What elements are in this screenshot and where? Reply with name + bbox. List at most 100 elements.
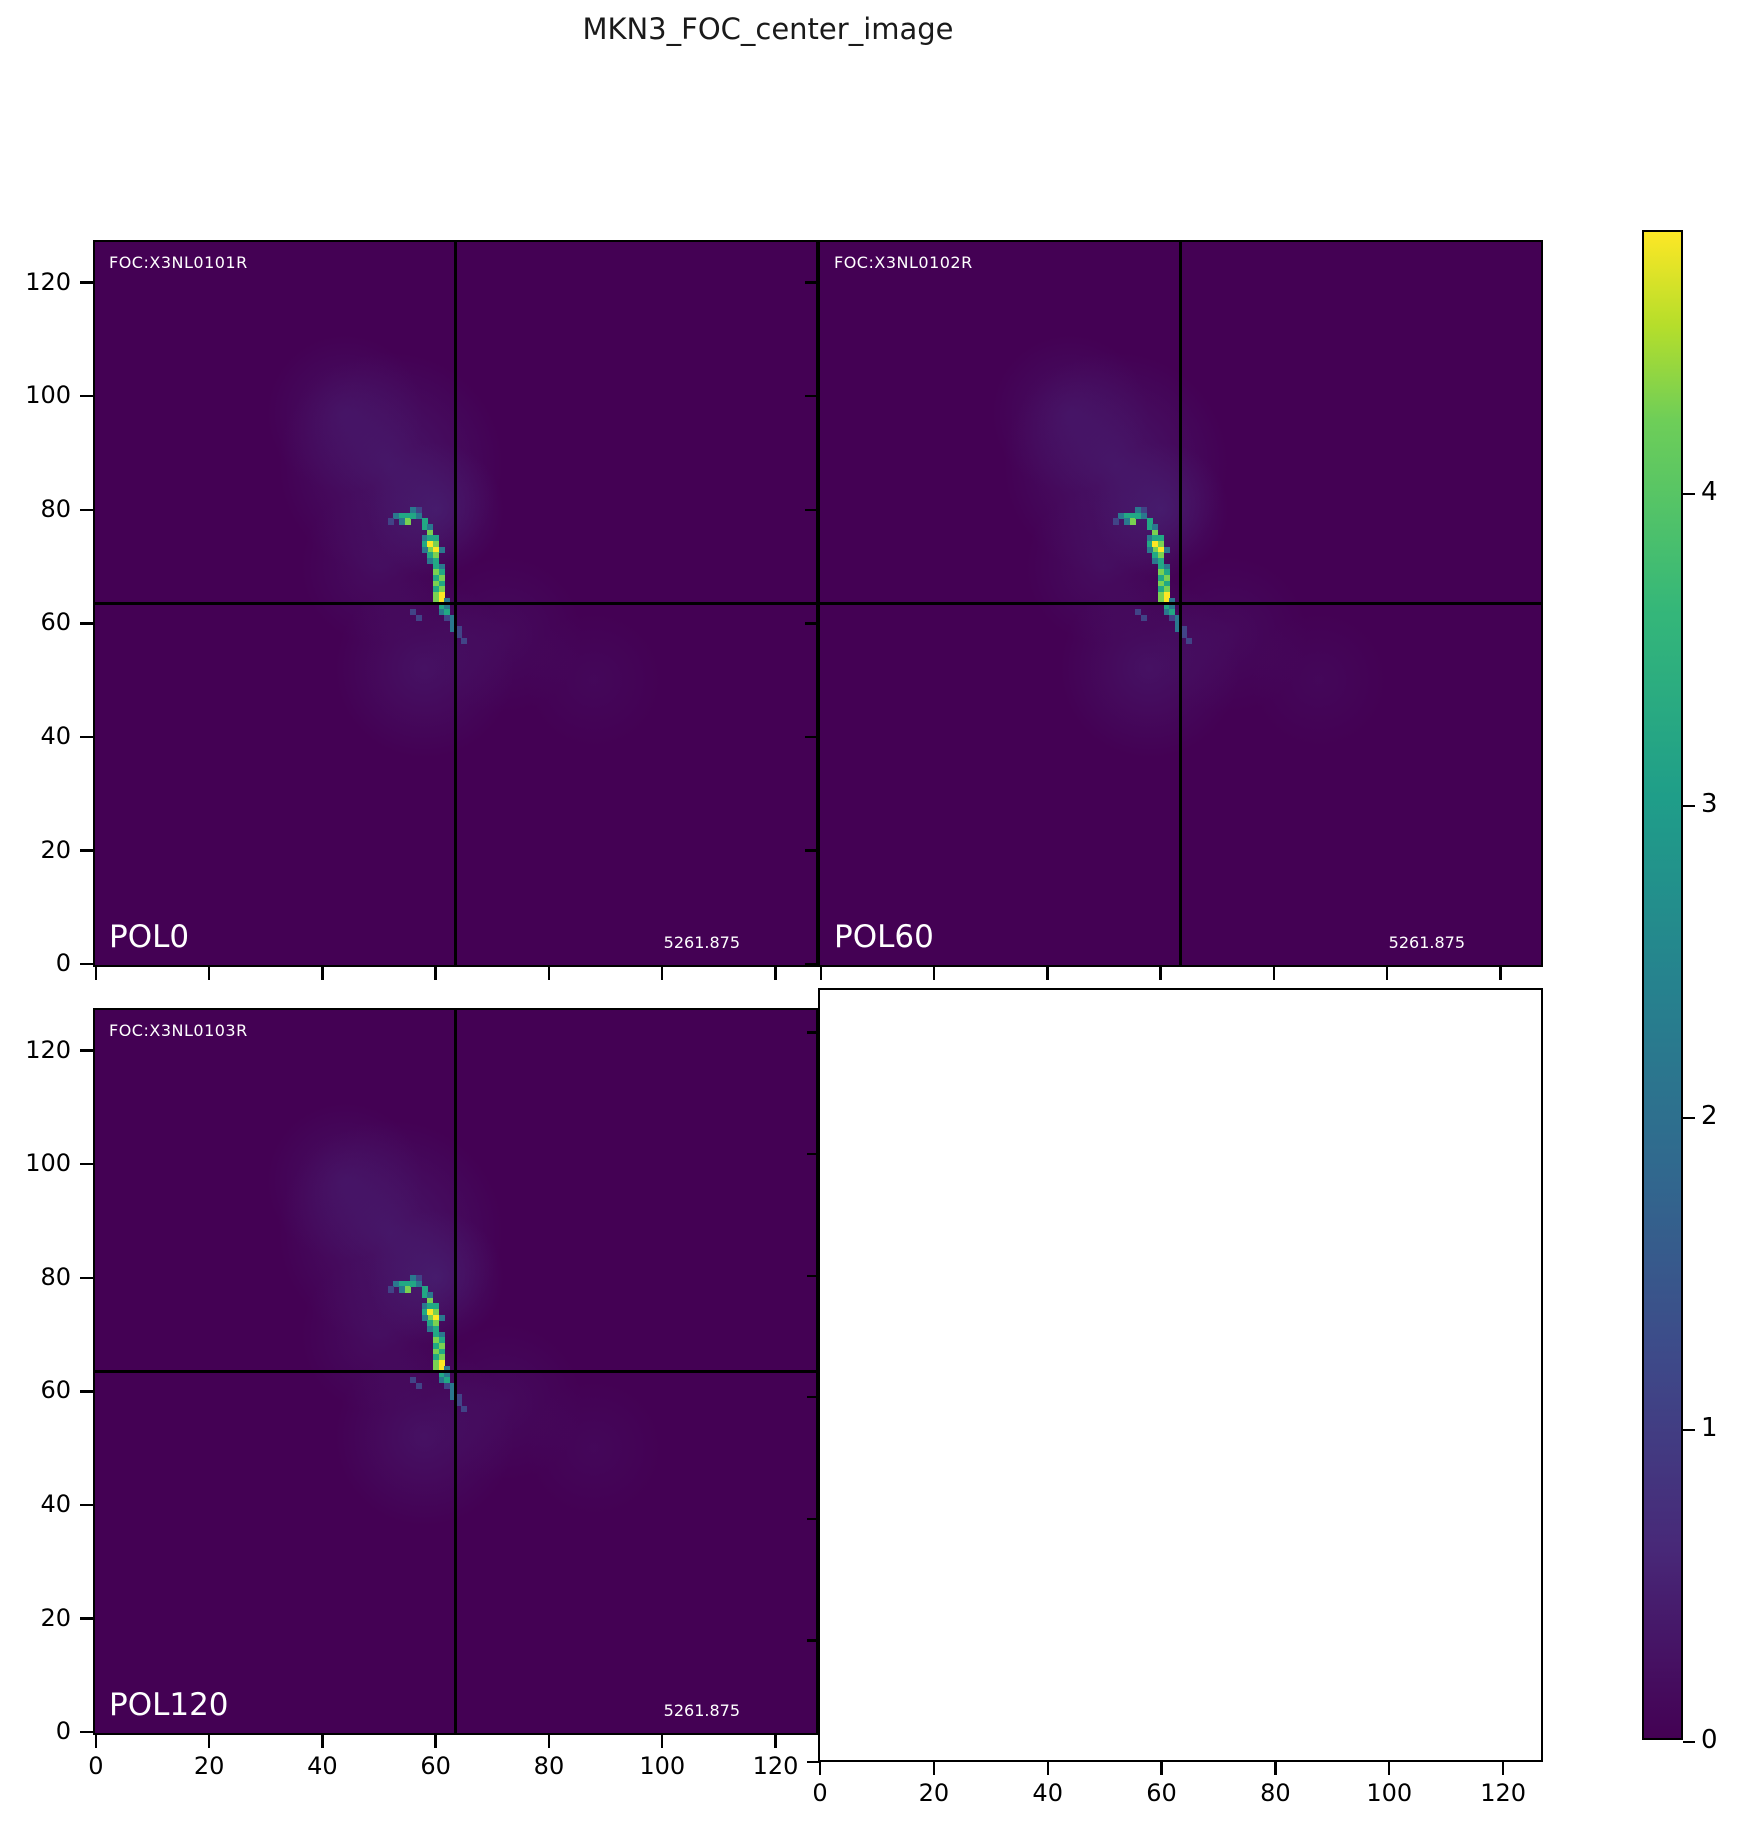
x-tick-label: 60 xyxy=(420,1752,451,1780)
x-tick xyxy=(818,1762,822,1775)
galaxy-pixel xyxy=(438,1314,445,1321)
y-tick xyxy=(805,394,818,398)
y-tick xyxy=(80,1049,93,1052)
x-tick xyxy=(1386,967,1389,980)
exposure-label: 5261.875 xyxy=(1388,933,1465,952)
galaxy-pixel xyxy=(410,609,417,616)
colorbar-tick-label: 2 xyxy=(1701,1101,1718,1132)
y-tick xyxy=(80,394,93,398)
galaxy-pixel xyxy=(1146,535,1153,542)
galaxy-pixel xyxy=(427,523,434,531)
galaxy-pixel xyxy=(1157,558,1165,565)
y-tick-label: 40 xyxy=(40,721,71,750)
x-tick-label: 100 xyxy=(1366,1779,1413,1807)
galaxy-pixel xyxy=(1140,614,1148,622)
exposure-label: 5261.875 xyxy=(663,933,740,952)
diffuse-cloud xyxy=(424,1323,583,1483)
y-tick-label: 60 xyxy=(40,608,71,637)
x-tick xyxy=(321,967,324,980)
galaxy-pixel xyxy=(444,1382,451,1390)
galaxy-pixel xyxy=(432,569,440,576)
x-tick xyxy=(207,967,211,980)
x-tick xyxy=(1272,967,1276,980)
y-tick xyxy=(80,962,93,966)
galaxy-pixel xyxy=(438,580,445,588)
galaxy-pixel xyxy=(1152,529,1159,536)
galaxy-pixel xyxy=(427,558,434,565)
galaxy-pixel xyxy=(1163,592,1170,599)
galaxy-pixel xyxy=(427,546,434,553)
galaxy-pixel xyxy=(432,597,440,605)
y-tick xyxy=(805,281,818,284)
y-tick-label: 20 xyxy=(40,835,71,864)
galaxy-pixel xyxy=(438,603,445,610)
x-tick xyxy=(434,1735,437,1748)
y-tick-label: 0 xyxy=(55,1717,71,1746)
galaxy-pixel xyxy=(1163,586,1170,593)
crosshair-horizontal xyxy=(818,602,1543,605)
x-tick xyxy=(547,967,551,980)
diffuse-cloud xyxy=(299,1255,459,1414)
y-tick-label: 120 xyxy=(25,1035,71,1064)
galaxy-pixel xyxy=(398,518,406,525)
galaxy-pixel xyxy=(421,523,428,531)
y-tick xyxy=(805,622,818,625)
image-layer xyxy=(93,240,818,967)
galaxy-pixel xyxy=(410,1280,417,1287)
pol-angle-label: POL0 xyxy=(109,919,190,955)
galaxy-pixel xyxy=(1157,580,1165,588)
y-tick xyxy=(80,849,93,852)
diffuse-cloud xyxy=(1024,487,1184,646)
galaxy-pixel xyxy=(432,541,440,548)
y-tick-label: 20 xyxy=(40,1603,71,1632)
galaxy-pixel xyxy=(432,1320,440,1327)
galaxy-pixel xyxy=(415,1274,423,1282)
x-tick-label: 20 xyxy=(918,1779,950,1807)
galaxy-pixel xyxy=(1174,614,1182,622)
galaxy-pixel xyxy=(432,563,440,570)
diffuse-cloud xyxy=(333,578,515,760)
x-tick xyxy=(932,967,936,980)
galaxy-pixel xyxy=(455,1399,462,1407)
galaxy-pixel xyxy=(1135,512,1142,519)
y-tick-label: 60 xyxy=(40,1376,71,1405)
x-tick-label: 80 xyxy=(1260,1779,1291,1807)
x-tick xyxy=(434,967,437,980)
galaxy-pixel xyxy=(432,580,440,588)
pol-angle-label: POL120 xyxy=(109,1687,229,1723)
x-tick-label: 0 xyxy=(812,1779,828,1807)
galaxy-pixel xyxy=(1163,569,1170,576)
y-tick xyxy=(805,849,818,852)
y-tick xyxy=(80,735,93,739)
x-tick xyxy=(94,967,98,980)
y-tick xyxy=(80,281,93,284)
x-tick-label: 120 xyxy=(752,1752,799,1780)
galaxy-pixel xyxy=(427,1297,434,1304)
galaxy-pixel xyxy=(432,592,440,599)
panel-pol60: FOC:X3NL0102R POL60 5261.875 xyxy=(805,240,1543,980)
galaxy-pixel xyxy=(1140,506,1148,514)
diffuse-cloud xyxy=(1251,612,1388,749)
galaxy-pixel xyxy=(1163,580,1170,588)
colorbar-tick xyxy=(1683,804,1695,808)
galaxy-pixel xyxy=(421,518,428,525)
galaxy-pixel xyxy=(1123,518,1131,525)
galaxy-pixel xyxy=(444,609,451,616)
x-tick xyxy=(932,1762,936,1775)
x-tick xyxy=(774,1735,777,1748)
y-tick xyxy=(80,1617,93,1620)
galaxy-pixel xyxy=(449,1394,457,1401)
diffuse-cloud xyxy=(424,555,583,715)
x-tick xyxy=(661,967,664,980)
x-tick-label: 40 xyxy=(1032,1779,1063,1807)
diffuse-cloud xyxy=(1149,555,1308,715)
galaxy-pixel xyxy=(444,1377,451,1384)
y-tick xyxy=(80,622,93,625)
galaxy-pixel xyxy=(1140,512,1148,519)
image-layer xyxy=(818,240,1543,967)
x-tick xyxy=(774,967,777,980)
galaxy-pixel xyxy=(432,1326,440,1333)
galaxy-pixel xyxy=(1169,603,1176,610)
diffuse-cloud xyxy=(526,612,663,749)
